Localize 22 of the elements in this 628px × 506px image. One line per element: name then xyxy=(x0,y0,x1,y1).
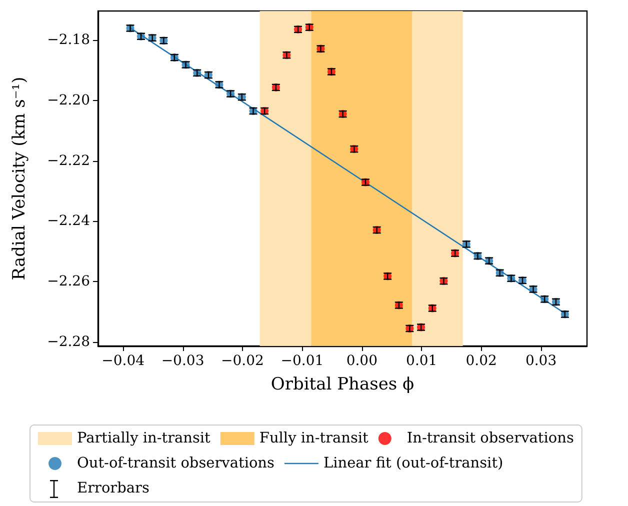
text: Errorbars xyxy=(77,480,150,496)
y-tick-label: −2.18 xyxy=(47,32,90,48)
y-tick-label: −2.20 xyxy=(47,92,90,108)
y-tick-label: −2.22 xyxy=(47,152,90,169)
x-tick-label: 0.03 xyxy=(525,353,557,369)
legend-label: Out-of-transit observations xyxy=(77,456,274,472)
legend-label: Partially in-transit xyxy=(77,430,211,446)
x-tick-label: −0.04 xyxy=(102,353,145,369)
y-axis-title: Radial Velocity (km s⁻¹) xyxy=(10,76,30,280)
y-tick-label: −2.28 xyxy=(47,334,90,350)
x-tick-label: −0.03 xyxy=(161,353,204,369)
legend-label: Fully in-transit xyxy=(259,430,369,446)
x-tick-label: −0.01 xyxy=(280,353,324,369)
legend-label: Linear fit (out-of-transit) xyxy=(323,456,504,472)
y-tick-label: −2.24 xyxy=(47,213,90,230)
x-tick-label: 0.02 xyxy=(466,353,497,369)
y-tick-label: −2.26 xyxy=(47,274,90,290)
x-tick-label: 0.01 xyxy=(406,353,438,369)
x-axis-title: Orbital Phases ϕ xyxy=(270,374,414,394)
legend-label: In-transit observations xyxy=(406,430,574,446)
x-tick-label: 0.00 xyxy=(346,353,378,369)
x-tick-label: −0.02 xyxy=(221,353,264,369)
